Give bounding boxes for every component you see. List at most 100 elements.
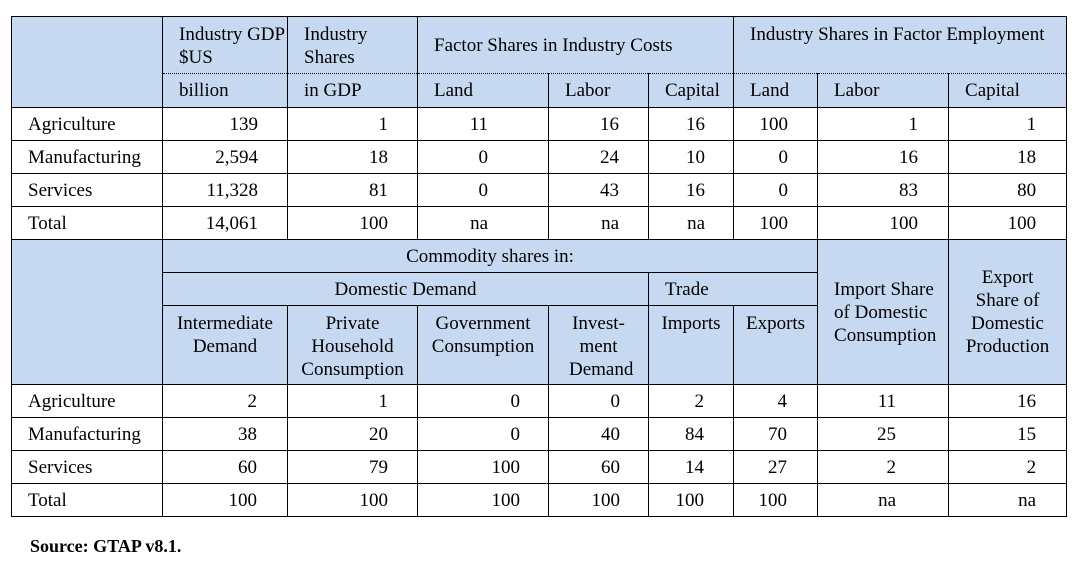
table-cell: 2,594 (162, 140, 288, 174)
table-cell: 1 (817, 107, 950, 141)
row-label: Manufacturing (11, 417, 163, 451)
table-row: Services 60 79 100 60 14 27 2 2 (11, 450, 1068, 484)
table-cell: 11 (817, 384, 950, 418)
table-row: Services 11,328 81 0 43 16 0 83 80 (11, 173, 1068, 207)
group-header: Factor Shares in Industry Costs (416, 16, 735, 74)
table-cell: 2 (162, 384, 288, 418)
column-header: Government Consumption (417, 305, 549, 385)
row-label: Services (11, 450, 163, 484)
group-header: Commodity shares in: (161, 239, 819, 273)
table-cell: 14,061 (162, 206, 288, 240)
row-label: Services (11, 173, 163, 207)
table-cell: 100 (162, 483, 288, 517)
column-header: Private Household Consumption (287, 305, 418, 385)
column-header: Intermediate Demand (162, 305, 288, 385)
source-note: Source: GTAP v8.1. (30, 536, 182, 556)
column-header: billion (162, 73, 288, 108)
column-header: Invest-ment Demand (548, 305, 649, 385)
table-row: Intermediate Demand Private Household Con… (12, 305, 1067, 385)
table-row: Agriculture 2 1 0 0 2 4 11 16 (11, 384, 1068, 418)
table-cell: 2 (817, 450, 950, 484)
table-cell: 18 (948, 140, 1068, 174)
blank-header (11, 239, 163, 385)
table-row: Manufacturing 2,594 18 0 24 10 0 16 18 (11, 140, 1068, 174)
table-cell: 100 (733, 206, 819, 240)
row-label: Total (11, 206, 163, 240)
table-cell: 38 (162, 417, 288, 451)
table-cell: 100 (417, 450, 549, 484)
column-header: Industry GDP $US (162, 16, 288, 74)
table-cell: 40 (548, 417, 649, 451)
table-cell: 84 (647, 417, 735, 451)
table-cell: 100 (548, 483, 649, 517)
table-cell: 4 (733, 384, 819, 418)
table-cell: 83 (817, 173, 950, 207)
column-header: Imports (647, 305, 735, 385)
table-cell: 100 (287, 206, 418, 240)
table-cell: 24 (548, 140, 649, 174)
table-cell: 100 (733, 107, 819, 141)
table-cell: 0 (417, 173, 549, 207)
table-cell: 1 (287, 384, 418, 418)
table-cell: 11,328 (162, 173, 288, 207)
table-cell: na (948, 483, 1068, 517)
table-cell: 0 (417, 140, 549, 174)
table-cell: 16 (817, 140, 950, 174)
table-cell: 0 (548, 384, 649, 418)
table-cell: 0 (733, 173, 819, 207)
table-cell: 60 (162, 450, 288, 484)
table-cell: 20 (287, 417, 418, 451)
subgroup-header: Domestic Demand (162, 272, 649, 306)
table-cell: 100 (817, 206, 950, 240)
table-cell: 1 (948, 107, 1068, 141)
blank-header (11, 16, 163, 108)
table-row: Commodity shares in: Import Share of Dome… (11, 239, 1068, 385)
table-cell: 2 (647, 384, 735, 418)
row-label: Agriculture (11, 107, 163, 141)
table-cell: 14 (647, 450, 735, 484)
table-cell: 81 (287, 173, 418, 207)
data-table: Industry GDP $US Industry Shares Factor Sh… (11, 16, 1068, 517)
table-cell: 25 (817, 417, 950, 451)
table-cell: na (548, 206, 649, 240)
column-header: Land (417, 73, 549, 108)
table-cell: 80 (948, 173, 1068, 207)
table-cell: 100 (647, 483, 735, 517)
table-row: Domestic Demand Trade (12, 272, 1067, 306)
column-header: Import Share of Domestic Consumption (817, 239, 950, 385)
table-cell: na (417, 206, 549, 240)
table-cell: 79 (287, 450, 418, 484)
table-cell: 2 (948, 450, 1068, 484)
table-row: Agriculture 139 1 11 16 16 100 1 1 (11, 107, 1068, 141)
table-cell: 0 (417, 417, 549, 451)
row-label: Total (11, 483, 163, 517)
column-header: Capital (948, 73, 1068, 108)
table-cell: 1 (287, 107, 418, 141)
table-cell: 10 (647, 140, 735, 174)
table-cell: na (647, 206, 735, 240)
row-label: Manufacturing (11, 140, 163, 174)
table-cell: 11 (417, 107, 549, 141)
column-header: in GDP (287, 73, 418, 108)
column-header: Labor (817, 73, 950, 108)
table-cell: 100 (948, 206, 1068, 240)
table-cell: 100 (287, 483, 418, 517)
table-row: Industry GDP $US Industry Shares Factor Sh… (11, 16, 1068, 108)
table-cell: na (817, 483, 950, 517)
table-row: billion in GDP Land Labor Capital Land Labor Ca… (12, 73, 1068, 108)
table-cell: 60 (548, 450, 649, 484)
group-header: Industry Shares in Factor Employment (733, 16, 1068, 74)
table-cell: 0 (417, 384, 549, 418)
column-header: Capital (647, 73, 735, 108)
subgroup-header: Trade (647, 272, 819, 306)
column-header: Export Share of Domestic Production (948, 239, 1068, 385)
table-row: Total 14,061 100 na na na 100 100 100 (11, 206, 1068, 240)
column-header: Exports (733, 305, 819, 385)
table-cell: 16 (647, 173, 735, 207)
table-cell: 15 (948, 417, 1068, 451)
table-row: Total 100 100 100 100 100 100 na na (11, 483, 1068, 517)
table-cell: 27 (733, 450, 819, 484)
table-cell: 16 (647, 107, 735, 141)
table-cell: 16 (548, 107, 649, 141)
